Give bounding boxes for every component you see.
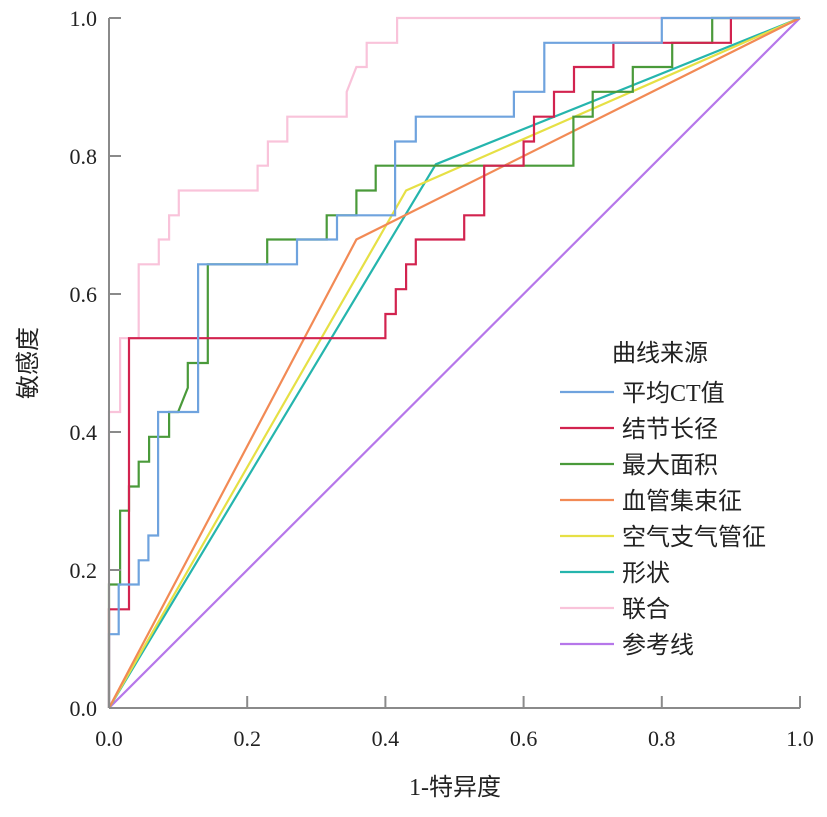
legend-label-0: 平均CT值 [622,380,725,407]
y-tick-label: 0.4 [70,420,98,445]
series-line-3 [108,17,801,709]
legend-title: 曲线来源 [612,340,708,367]
x-tick-label: 1.0 [786,726,814,751]
legend-label-7: 参考线 [622,632,694,659]
series-line-6 [107,16,800,708]
series-line-4 [108,16,801,709]
legend-label-2: 最大面积 [622,452,718,479]
x-tick-label: 0.8 [648,726,676,751]
legend-label-3: 血管集束征 [622,488,742,515]
y-tick-label: 0.6 [70,282,98,307]
x-axis-label: 1-特异度 [409,774,501,801]
axes [108,18,800,709]
series-line-5 [108,16,801,709]
y-tick-label: 0.0 [70,696,98,721]
x-tick-label: 0.2 [233,726,261,751]
series-line-0 [107,16,800,708]
series-line-7 [108,17,801,709]
x-tick-label: 0.4 [372,726,400,751]
legend-label-1: 结节长径 [622,416,718,443]
y-axis-label: 敏感度 [15,327,42,399]
series-line-1 [107,16,800,708]
legend-label-5: 形状 [622,560,670,587]
y-tick-label: 0.2 [70,558,98,583]
x-tick-label: 0.6 [510,726,538,751]
legend-label-6: 联合 [622,596,670,623]
y-tick-label: 1.0 [70,6,98,31]
x-tick-label: 0.0 [95,726,123,751]
legend-label-4: 空气支气管征 [622,524,766,551]
series-layer [107,16,801,709]
y-tick-label: 0.8 [70,144,98,169]
ticks: 0.0 0.2 0.4 0.6 0.8 1.0 0.0 0.2 0.4 0.6 0.8 1.0 [70,6,814,751]
series-line-2 [107,16,800,708]
